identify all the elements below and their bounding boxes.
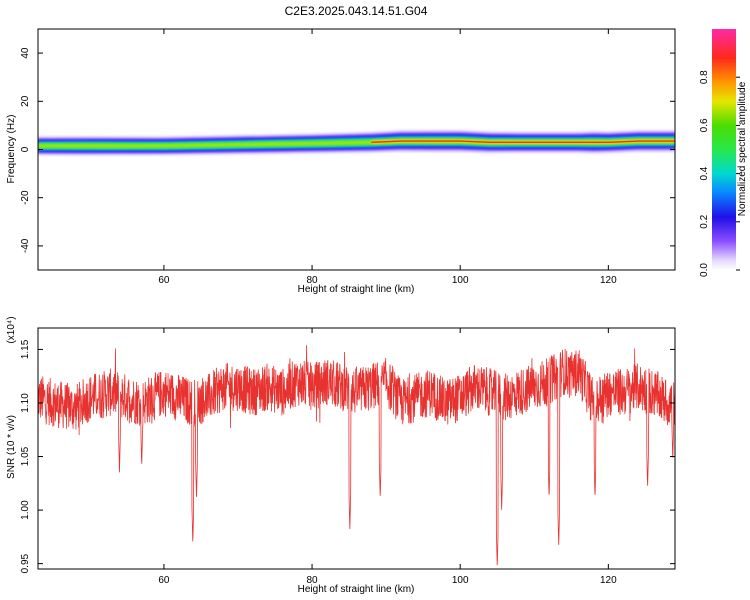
spectral-band bbox=[38, 129, 675, 156]
snr-frame bbox=[37, 327, 676, 570]
top-y-tick-label: -20 bbox=[20, 190, 31, 205]
top-y-tick-label: 0 bbox=[20, 146, 31, 152]
top-y-tick-label: 20 bbox=[20, 95, 31, 107]
top-x-axis-label: Height of straight line (km) bbox=[298, 284, 415, 295]
top-y-axis-label: Frequency (Hz) bbox=[6, 115, 17, 184]
bottom-y-tick-label: 1.00 bbox=[20, 500, 31, 520]
bottom-x-axis-label: Height of straight line (km) bbox=[298, 584, 415, 595]
colorbar-tick-label: 0.6 bbox=[699, 118, 710, 132]
colorbar-gradient bbox=[712, 29, 736, 270]
bottom-x-tick-label: 60 bbox=[158, 575, 170, 586]
bottom-x-tick-label: 80 bbox=[306, 575, 318, 586]
bottom-y-tick-label: 1.10 bbox=[20, 393, 31, 413]
bottom-y-tick-label: 1.05 bbox=[20, 446, 31, 466]
top-y-tick-label: -40 bbox=[20, 238, 31, 253]
bottom-y-tick-label: 0.95 bbox=[20, 553, 31, 573]
top-x-ticks: 60 80 100 120 bbox=[158, 29, 617, 286]
bottom-y-axis-label: SNR (10 * v/v) bbox=[6, 415, 17, 479]
spectral-ridge-peak bbox=[371, 140, 675, 144]
bottom-y-multiplier: (x10⁴) bbox=[6, 316, 17, 343]
top-y-tick-label: 40 bbox=[20, 47, 31, 59]
top-y-ticks: -40 -20 0 20 40 bbox=[20, 47, 675, 253]
bottom-x-ticks: 60 80 100 120 bbox=[158, 328, 617, 586]
top-x-tick-label: 120 bbox=[600, 275, 617, 286]
colorbar-label: Normalized spectral amplitude bbox=[737, 81, 748, 216]
bottom-y-tick-label: 1.15 bbox=[20, 339, 31, 359]
colorbar-ticks: 0.0 0.2 0.4 0.6 0.8 bbox=[699, 70, 740, 277]
bottom-y-ticks: 0.95 1.00 1.05 1.10 1.15 bbox=[20, 339, 675, 573]
snr-series bbox=[38, 345, 675, 566]
bottom-x-tick-label: 120 bbox=[600, 575, 617, 586]
chart-title: C2E3.2025.043.14.51.G04 bbox=[285, 4, 428, 18]
snr-line bbox=[38, 345, 675, 566]
colorbar-tick-label: 0.2 bbox=[699, 214, 710, 228]
top-x-tick-label: 60 bbox=[158, 275, 170, 286]
colorbar-tick-label: 0.0 bbox=[699, 263, 710, 277]
spectrogram-panel: 60 80 100 120 -40 -20 0 20 40 Height of straigh… bbox=[6, 28, 676, 295]
colorbar-tick-label: 0.8 bbox=[699, 70, 710, 84]
colorbar-tick-label: 0.4 bbox=[699, 166, 710, 180]
colorbar: 0.0 0.2 0.4 0.6 0.8 Normalized spectral ampl… bbox=[699, 29, 748, 277]
top-x-tick-label: 100 bbox=[452, 275, 469, 286]
top-x-tick-label: 80 bbox=[306, 275, 318, 286]
snr-panel: 60 80 100 120 0.95 1.00 1.05 1.10 1.15 Height o… bbox=[6, 316, 676, 595]
bottom-x-tick-label: 100 bbox=[452, 575, 469, 586]
